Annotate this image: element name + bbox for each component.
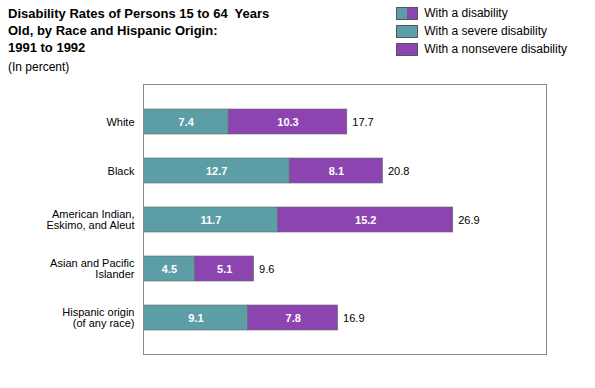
html-text:Disability Rates of Persons 15: Disability Rates of Persons 15 to 64 Yea…	[8, 6, 270, 55]
svg-text:4.5: 4.5	[162, 262, 177, 274]
svg-text:26.9: 26.9	[458, 213, 479, 225]
html-text:With a severe disability: With a severe disability	[424, 24, 547, 38]
svg-text:7.4: 7.4	[178, 115, 194, 127]
svg-text:9.1: 9.1	[188, 311, 203, 323]
svg-text:15.2: 15.2	[355, 213, 376, 225]
svg-text:Black: Black	[108, 164, 135, 176]
svg-text:11.7: 11.7	[200, 213, 221, 225]
svg-text:9.6: 9.6	[259, 262, 274, 274]
svg-text:White: White	[106, 115, 134, 127]
svg-text:5.1: 5.1	[217, 262, 232, 274]
svg-text:20.8: 20.8	[388, 164, 409, 176]
svg-text:7.8: 7.8	[286, 311, 301, 323]
html-text:With a nonsevere disability: With a nonsevere disability	[424, 42, 567, 56]
svg-text:12.7: 12.7	[206, 164, 227, 176]
svg-text:Hispanic origin(of any race): Hispanic origin(of any race)	[62, 306, 134, 329]
svg-text:17.7: 17.7	[352, 115, 373, 127]
svg-text:10.3: 10.3	[277, 115, 298, 127]
html-text:(In percent): (In percent)	[8, 59, 70, 74]
svg-text:8.1: 8.1	[329, 164, 344, 176]
html-text:With a disability: With a disability	[424, 6, 508, 20]
svg-text:Asian and PacificIslander: Asian and PacificIslander	[50, 257, 135, 280]
svg-text:16.9: 16.9	[343, 311, 364, 323]
svg-text:American Indian,Eskimo, and Al: American Indian,Eskimo, and Aleut	[46, 208, 134, 231]
